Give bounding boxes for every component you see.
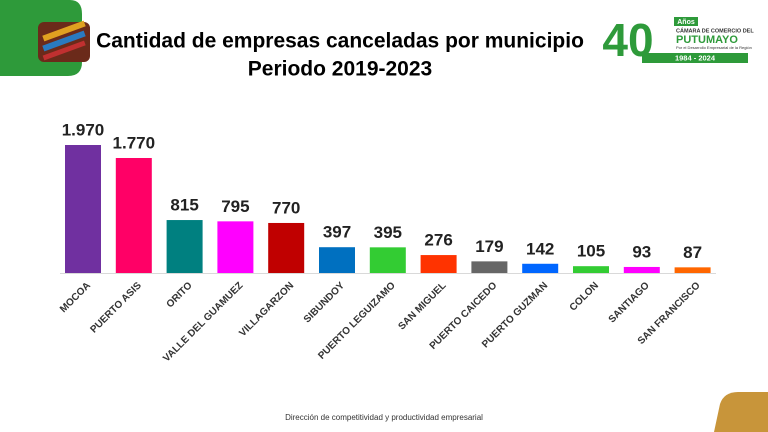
x-tick-label: SANTIAGO [607, 280, 652, 325]
bar [369, 247, 406, 273]
x-tick-label: MOCOA [58, 280, 93, 315]
bar [471, 261, 508, 273]
chart-title: Cantidad de empresas canceladas por muni… [96, 30, 584, 53]
logo-period: 1984 - 2024 [675, 53, 716, 62]
x-tick-label: PUERTO ASIS [88, 280, 144, 336]
footer: Dirección de competitividad y productivi… [285, 413, 483, 422]
chart-subtitle: Periodo 2019-2023 [248, 58, 432, 81]
logo-badge [674, 17, 698, 26]
textile-image [38, 20, 90, 62]
logo-tagline: Por el Desarrollo Empresarial de la Regi… [676, 45, 752, 50]
value-label: 105 [577, 242, 605, 261]
value-label: 397 [323, 223, 351, 242]
logo-years: Años [677, 19, 695, 26]
bar [65, 145, 101, 273]
bar [674, 267, 711, 273]
corner-decoration-gold [714, 392, 768, 432]
bar [573, 266, 609, 273]
value-label: 1.770 [113, 133, 156, 152]
x-tick-label: COLON [568, 280, 601, 313]
value-label: 395 [374, 223, 402, 242]
value-label: 795 [221, 197, 249, 216]
bar [268, 222, 305, 273]
value-label: 179 [475, 237, 503, 256]
value-label: 770 [272, 198, 300, 217]
bar [166, 220, 203, 273]
logo-name: PUTUMAYO [676, 34, 738, 46]
value-label: 276 [424, 231, 452, 250]
logo-line1: CÁMARA DE COMERCIO DEL [676, 27, 754, 34]
bar [115, 157, 152, 273]
value-label: 93 [632, 242, 651, 261]
x-tick-label: ORITO [165, 280, 195, 310]
bar [217, 221, 254, 273]
value-label: 142 [526, 239, 554, 258]
bar [420, 255, 457, 273]
bar [319, 247, 355, 273]
x-tick-label: SAN MIGUEL [396, 280, 448, 332]
bar [522, 263, 559, 273]
value-label: 1.970 [62, 120, 105, 139]
x-tick-label: SIBUNDOY [302, 280, 347, 325]
bar [623, 266, 660, 273]
logo: 40 Años CÁMARA DE COMERCIO DEL PUTUMAYO … [602, 14, 754, 66]
value-label: 87 [683, 243, 702, 262]
logo-period-bar [642, 53, 748, 63]
x-tick-label: VILLAGARZON [237, 280, 296, 339]
value-label: 815 [170, 196, 198, 215]
